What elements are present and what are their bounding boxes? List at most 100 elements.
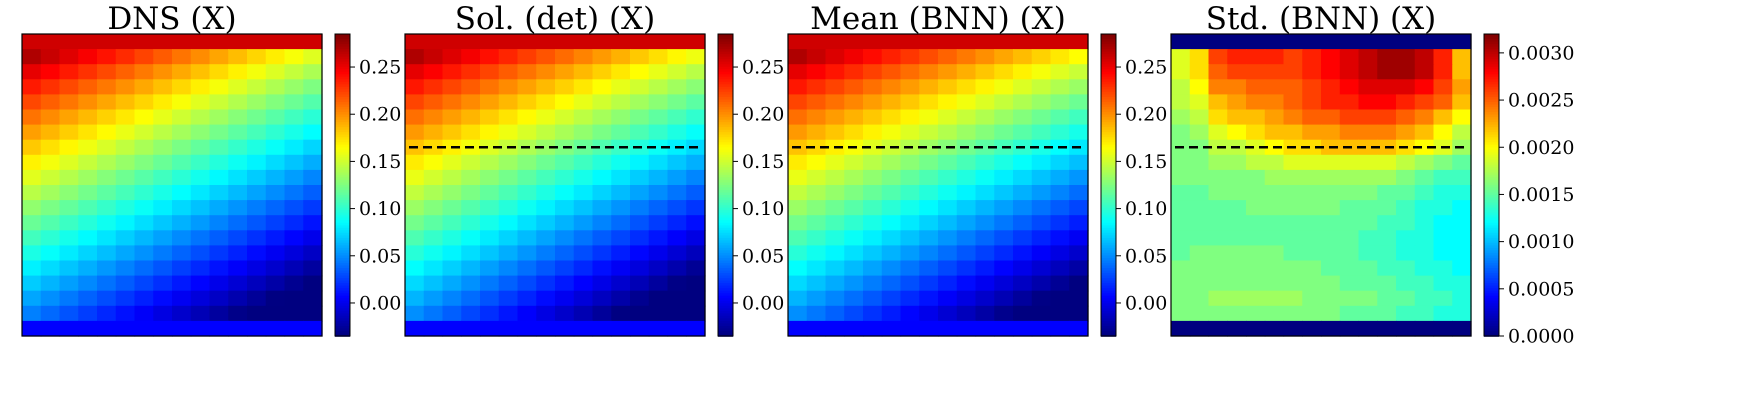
colorbar-tick-label: 0.0020 xyxy=(1508,137,1574,159)
heatmap-cell xyxy=(284,139,304,156)
heatmap-cell xyxy=(956,290,977,307)
colorbar-segment xyxy=(1101,237,1116,242)
heatmap-cell xyxy=(938,64,958,80)
heatmap-cell xyxy=(667,275,687,292)
heatmap-cell xyxy=(1031,34,1052,50)
heatmap-cell xyxy=(573,215,594,231)
heatmap-cell xyxy=(573,230,594,246)
heatmap-cell xyxy=(498,124,519,141)
heatmap-cell xyxy=(59,230,79,246)
heatmap-cell xyxy=(863,245,883,262)
heatmap-cell xyxy=(1452,94,1472,111)
heatmap-cell xyxy=(592,49,612,65)
heatmap-cell xyxy=(423,200,444,216)
heatmap-cell xyxy=(1189,290,1210,307)
heatmap-cell xyxy=(172,64,192,80)
heatmap-cell xyxy=(423,139,444,156)
colorbar-segment xyxy=(335,104,350,108)
heatmap-cell xyxy=(1396,290,1416,307)
heatmap-cell xyxy=(1246,124,1266,141)
heatmap-cell xyxy=(172,290,192,307)
heatmap-cell xyxy=(1433,275,1453,292)
heatmap-cell xyxy=(1302,139,1322,156)
colorbar-segment xyxy=(718,147,733,151)
heatmap-cell xyxy=(1246,305,1266,322)
heatmap-cell xyxy=(153,49,173,65)
colorbar-segment xyxy=(335,210,350,214)
colorbar-segment xyxy=(1484,237,1499,242)
heatmap-cell xyxy=(536,245,556,262)
colorbar-segment xyxy=(1484,61,1499,65)
colorbar-segment xyxy=(1101,215,1116,219)
colorbar-segment xyxy=(718,182,733,186)
colorbar-segment xyxy=(335,285,350,289)
heatmap-cell xyxy=(1208,230,1228,246)
heatmap-cell xyxy=(59,49,79,65)
heatmap-cell xyxy=(844,109,864,126)
colorbar-segment xyxy=(335,318,350,322)
heatmap-cell xyxy=(956,124,977,141)
colorbar-segment xyxy=(718,215,733,219)
heatmap-cell xyxy=(303,49,323,65)
heatmap-cell xyxy=(1050,94,1070,111)
heatmap-cell xyxy=(1171,94,1191,111)
heatmap-cell xyxy=(442,215,462,231)
colorbar-segment xyxy=(1101,323,1116,327)
heatmap-cell xyxy=(667,49,687,65)
heatmap-cell xyxy=(975,305,995,322)
heatmap-cell xyxy=(153,260,173,277)
heatmap-cell xyxy=(480,245,500,262)
heatmap-cell xyxy=(881,290,902,307)
heatmap-cell xyxy=(956,200,977,216)
heatmap-cell xyxy=(1358,49,1378,65)
heatmap-cell xyxy=(405,305,425,322)
heatmap-cell xyxy=(1358,245,1378,262)
heatmap-cell xyxy=(22,215,42,231)
heatmap-cell xyxy=(498,245,519,262)
heatmap-cell xyxy=(938,200,958,216)
heatmap-cell xyxy=(153,290,173,307)
colorbar-segment xyxy=(1484,260,1499,264)
heatmap-cell xyxy=(461,320,481,337)
colorbar-segment xyxy=(1101,313,1116,317)
heatmap-cell xyxy=(480,215,500,231)
heatmap-cell xyxy=(134,64,154,80)
colorbar-segment xyxy=(335,86,350,91)
colorbar-segment xyxy=(1484,154,1499,159)
heatmap-cell xyxy=(900,34,920,50)
heatmap-cell xyxy=(573,200,594,216)
heatmap-cell xyxy=(994,200,1014,216)
heatmap-cell xyxy=(994,305,1014,322)
colorbar-segment xyxy=(718,51,733,55)
colorbar-segment xyxy=(335,298,350,302)
colorbar-segment xyxy=(718,252,733,257)
heatmap-cell xyxy=(536,305,556,322)
heatmap-cell xyxy=(284,169,304,186)
colorbar-segment xyxy=(1101,109,1116,113)
colorbar-segment xyxy=(1101,154,1116,159)
colorbar-tick-label: 0.15 xyxy=(742,151,784,173)
heatmap-cell xyxy=(592,275,612,292)
colorbar-segment xyxy=(1484,76,1499,81)
heatmap-cell xyxy=(630,260,650,277)
heatmap-cell xyxy=(190,290,211,307)
colorbar-segment xyxy=(335,293,350,297)
heatmap-cell xyxy=(630,34,650,50)
heatmap-cell xyxy=(461,260,481,277)
heatmap-cell xyxy=(844,320,864,337)
heatmap-cell xyxy=(284,94,304,111)
heatmap-cell xyxy=(1208,200,1228,216)
colorbar-segment xyxy=(335,79,350,83)
heatmap-cell xyxy=(172,79,192,95)
heatmap-cell xyxy=(265,169,286,186)
heatmap-cell xyxy=(1377,320,1397,337)
heatmap-cell xyxy=(303,320,323,337)
colorbar-segment xyxy=(1484,179,1499,184)
heatmap-cell xyxy=(1358,320,1378,337)
heatmap-cell xyxy=(611,185,631,201)
heatmap-cell xyxy=(22,320,42,337)
heatmap-cell xyxy=(517,260,537,277)
heatmap-cell xyxy=(573,109,594,126)
heatmap-cell xyxy=(190,185,211,201)
heatmap-cell xyxy=(115,34,136,50)
